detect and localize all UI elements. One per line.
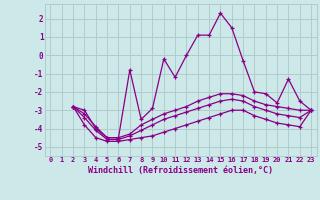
X-axis label: Windchill (Refroidissement éolien,°C): Windchill (Refroidissement éolien,°C) [88,166,273,175]
